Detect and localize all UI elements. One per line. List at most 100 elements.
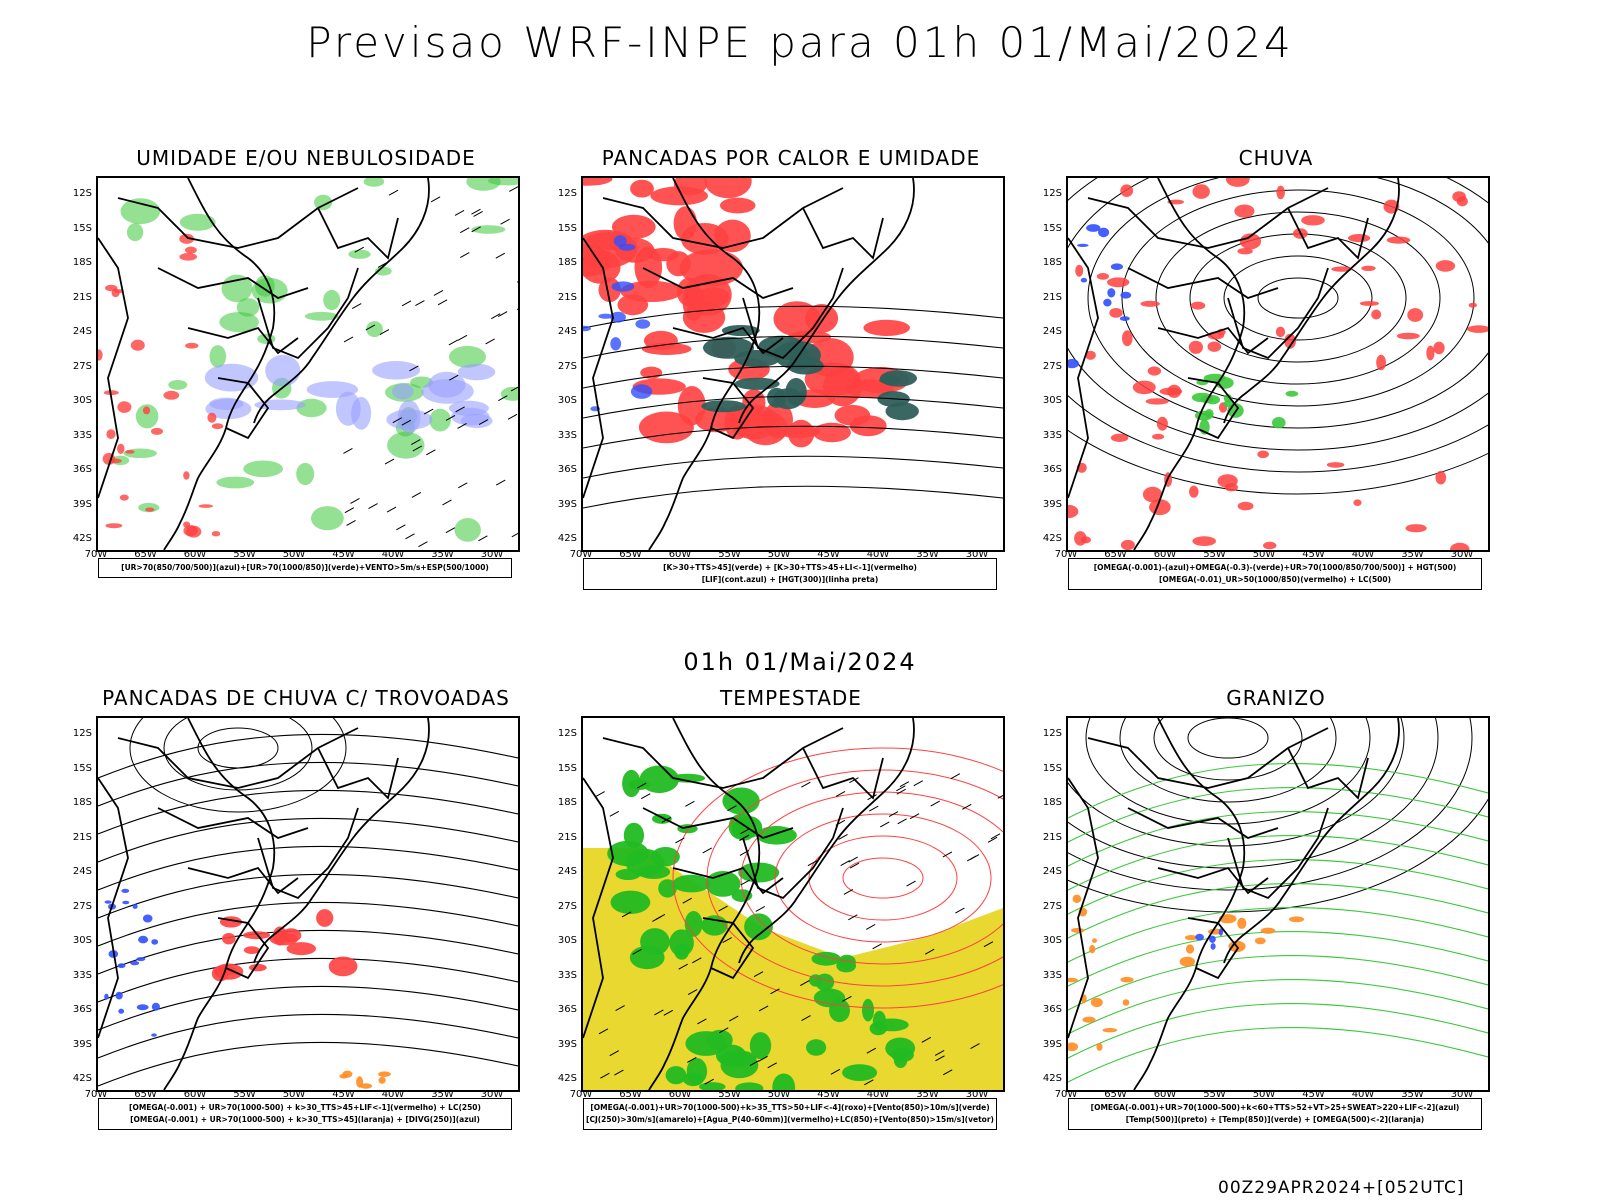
latitude-tick-label: 15S — [557, 222, 577, 234]
shaded-region — [216, 476, 255, 489]
forecast-map — [96, 716, 520, 1092]
wind-vector — [718, 1027, 729, 1034]
shaded-region — [122, 900, 130, 905]
shaded-region — [211, 531, 221, 537]
latitude-tick-label: 30S — [1042, 935, 1062, 946]
wind-vector — [654, 1009, 664, 1016]
wind-vector — [682, 897, 692, 904]
wind-vector — [379, 329, 390, 336]
wind-vector — [368, 503, 378, 510]
shaded-region — [611, 281, 635, 292]
wind-vector — [478, 419, 489, 425]
longitude-tick-label: 60W — [1153, 549, 1177, 560]
wind-vector — [955, 907, 965, 914]
latitude-tick-label: 39S — [557, 1038, 577, 1050]
wind-vector — [449, 374, 459, 381]
shaded-region — [211, 423, 224, 430]
wind-vector — [495, 479, 506, 486]
streamline — [98, 985, 518, 1031]
longitude-tick-label: 50W — [282, 549, 306, 560]
longitude-tick-label: 30W — [965, 1089, 989, 1100]
forecast-map — [96, 176, 520, 552]
wind-vector — [433, 290, 444, 296]
shaded-region — [703, 336, 754, 359]
longitude-tick-label: 35W — [916, 549, 939, 560]
wind-vector — [455, 406, 465, 413]
legend-line: [UR>70(850/700/500)](azul)+[UR>70(1000/8… — [121, 563, 489, 572]
shaded-region — [1167, 384, 1182, 398]
longitude-tick-label: 70W — [1054, 1089, 1078, 1100]
longitude-tick-label: 65W — [1104, 549, 1127, 560]
wind-vector — [930, 800, 940, 807]
wind-vector — [739, 834, 750, 841]
latitude-tick-label: 18S — [72, 797, 92, 808]
geographic-boundary — [257, 267, 359, 360]
map-canvas — [583, 178, 1003, 550]
shaded-region — [1386, 236, 1411, 244]
shaded-region — [209, 345, 227, 368]
shaded-region — [1254, 937, 1266, 945]
shaded-region — [151, 1002, 160, 1011]
wind-vector — [987, 836, 998, 843]
latitude-tick-label: 33S — [557, 429, 577, 441]
wind-vector — [384, 458, 395, 465]
shaded-region — [207, 412, 217, 423]
shaded-region — [1331, 266, 1353, 272]
shaded-region — [359, 1083, 373, 1089]
latitude-tick-label: 24S — [557, 326, 577, 337]
latitude-tick-label: 24S — [72, 326, 92, 337]
geographic-boundary — [163, 718, 276, 1090]
latitude-tick-label: 24S — [557, 866, 577, 877]
shaded-region — [1237, 248, 1253, 255]
contour-line — [1155, 211, 1441, 385]
wind-vector — [401, 419, 412, 426]
wind-vector — [510, 386, 518, 392]
shaded-region — [1072, 894, 1082, 903]
wind-vector — [473, 211, 483, 217]
shaded-region — [117, 401, 132, 413]
latitude-tick-label: 24S — [1042, 326, 1062, 337]
shaded-region — [142, 406, 151, 415]
shaded-region — [145, 507, 155, 512]
wind-vector — [485, 338, 495, 345]
shaded-region — [1359, 301, 1379, 306]
wind-vector — [758, 1055, 768, 1062]
shaded-region — [874, 1018, 909, 1032]
shaded-region — [449, 345, 486, 368]
wind-vector — [500, 218, 510, 225]
shaded-region — [1068, 504, 1079, 519]
forecast-map — [581, 176, 1005, 552]
shaded-region — [674, 943, 690, 960]
shaded-region — [583, 178, 613, 186]
wind-vector — [423, 408, 434, 415]
shaded-region — [834, 404, 871, 426]
wind-vector — [495, 252, 506, 259]
wind-vector — [718, 905, 728, 912]
streamline — [1068, 1027, 1488, 1083]
shaded-region — [718, 1050, 757, 1067]
wind-vector — [970, 1043, 980, 1049]
shaded-region — [429, 408, 451, 432]
shaded-region — [1301, 215, 1325, 226]
panel-title: TEMPESTADE — [720, 686, 862, 710]
forecast-time-label: 01h 01/Mai/2024 — [683, 648, 917, 676]
shaded-region — [1120, 291, 1132, 299]
geographic-boundary — [802, 747, 884, 800]
latitude-tick-label: 21S — [557, 291, 577, 303]
longitude-tick-label: 45W — [1302, 1089, 1325, 1100]
wind-vector — [445, 415, 456, 421]
latitude-tick-label: 36S — [557, 1004, 577, 1015]
geographic-boundary — [157, 807, 309, 839]
shaded-region — [1452, 191, 1466, 202]
shaded-region — [198, 504, 213, 508]
wind-vector — [401, 300, 412, 307]
wind-vector — [614, 1069, 624, 1076]
shaded-region — [378, 1071, 391, 1077]
wind-vector — [412, 445, 423, 452]
shaded-region — [842, 1064, 878, 1081]
wind-vector — [758, 1005, 769, 1012]
shaded-region — [1468, 302, 1477, 308]
panel-title: GRANIZO — [1226, 686, 1326, 710]
latitude-tick-label: 21S — [1042, 291, 1062, 303]
shaded-region — [1120, 184, 1134, 197]
